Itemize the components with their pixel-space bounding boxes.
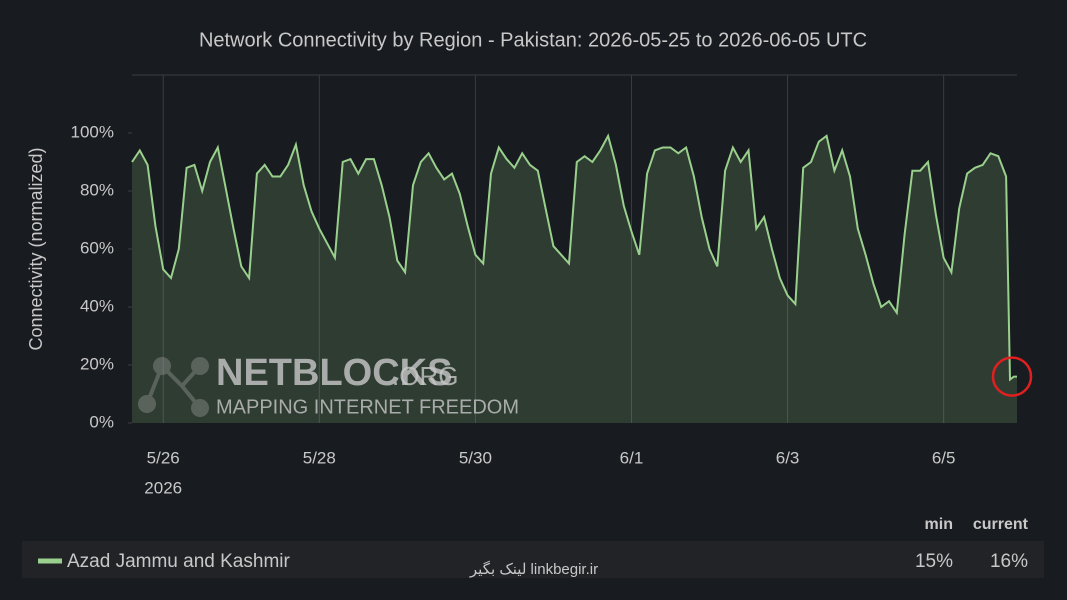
legend-column-header: min: [925, 516, 953, 533]
watermark-tagline: MAPPING INTERNET FREEDOM: [216, 396, 519, 418]
series-line: [131, 133, 1017, 382]
logo-dot: [191, 399, 209, 417]
y-tick-label: 60%: [80, 238, 114, 257]
legend-value: 15%: [915, 551, 953, 572]
x-tick-label: 5/30: [459, 448, 492, 467]
watermark-name: NETBLOCKS: [216, 352, 452, 394]
x-tick-label: 6/5: [932, 448, 956, 467]
watermark-tld: .ORG: [392, 361, 458, 391]
y-tick-label: 100%: [71, 122, 114, 141]
logo-links: [145, 362, 202, 410]
x-tick-label: 6/1: [620, 448, 644, 467]
x-tick-label: 5/26: [147, 448, 180, 467]
footer-watermark: لینک بگیر linkbegir.ir: [469, 560, 598, 578]
highlight-circle: [991, 356, 1033, 397]
x-tick-label: 5/28: [303, 448, 336, 467]
y-tick-label: 80%: [80, 180, 114, 199]
legend-value: 16%: [990, 551, 1028, 572]
y-tick-label: 40%: [80, 296, 114, 315]
y-tick-label: 20%: [80, 354, 114, 373]
logo-dot: [191, 357, 209, 375]
watermark: [138, 357, 209, 417]
x-tick-label: 6/3: [776, 448, 800, 467]
legend-label: Azad Jammu and Kashmir: [67, 551, 290, 572]
x-year-label: 2026: [144, 478, 182, 497]
logo-dot: [138, 395, 156, 413]
area-fill: [132, 135, 1017, 423]
y-tick-label: 0%: [89, 412, 114, 431]
legend-row: [22, 541, 1044, 578]
logo-dot: [153, 357, 171, 375]
chart-title: Network Connectivity by Region - Pakista…: [199, 29, 867, 51]
y-axis-label: Connectivity (normalized): [26, 147, 46, 350]
legend-column-header: current: [973, 516, 1029, 533]
